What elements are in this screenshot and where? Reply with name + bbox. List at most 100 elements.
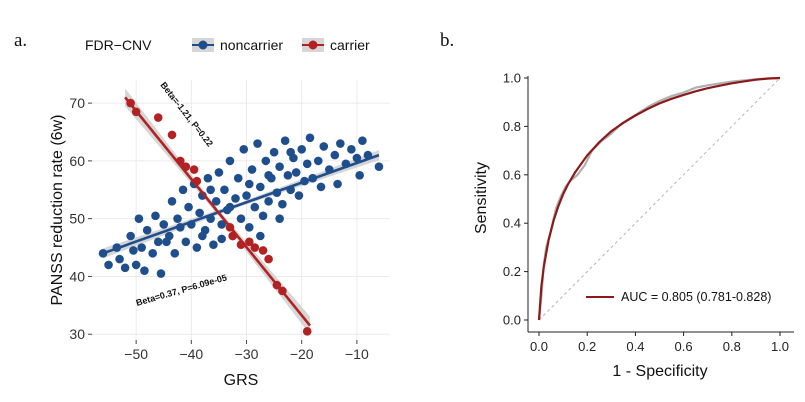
y-tick-label: 70 <box>69 95 85 111</box>
legend-b: AUC = 0.805 (0.781-0.828) <box>586 290 771 304</box>
noncarrier-point <box>244 179 254 189</box>
y-tick-label-b: 0.8 <box>503 119 521 134</box>
x-tick-label-b: 1.0 <box>771 339 789 354</box>
noncarrier-point <box>214 168 224 177</box>
noncarrier-point <box>278 199 287 209</box>
noncarrier-point <box>170 249 180 258</box>
noncarrier-point <box>126 231 135 241</box>
legend-a: FDR−CNV noncarrier carrier <box>85 37 370 53</box>
noncarrier-point <box>347 145 356 154</box>
noncarrier-point <box>129 246 138 255</box>
noncarrier-point <box>231 194 240 203</box>
x-tick-label-b: 0.8 <box>723 339 741 354</box>
x-tick-label-b: 0.2 <box>578 339 596 354</box>
noncarrier-point <box>217 220 226 229</box>
noncarrier-point <box>305 133 315 143</box>
carrier-regression-line <box>124 96 311 327</box>
noncarrier-point <box>294 191 304 200</box>
noncarrier-point <box>355 171 364 180</box>
y-tick-label-b: 0.6 <box>503 167 521 182</box>
noncarrier-point <box>253 139 262 148</box>
panel-label-b: b. <box>440 30 454 51</box>
x-tick-label: −50 <box>124 346 148 362</box>
noncarrier-point <box>261 156 271 166</box>
noncarrier-point <box>181 237 191 247</box>
noncarrier-point <box>275 162 284 171</box>
x-axis-title-b: 1 - Specificity <box>612 363 707 380</box>
noncarrier-point <box>162 237 171 247</box>
noncarrier-point <box>244 223 254 232</box>
noncarrier-regression-line <box>102 153 380 255</box>
noncarrier-point <box>333 179 342 189</box>
noncarrier-point <box>192 243 202 252</box>
noncarrier-point <box>178 185 188 195</box>
x-axis-title-a: GRS <box>224 372 259 389</box>
ticks-a: −50 −40 −30 −20 −10 30 40 50 60 70 <box>69 95 369 362</box>
y-tick-label: 40 <box>69 268 85 284</box>
noncarrier-point <box>283 171 293 180</box>
y-tick-label-b: 0.0 <box>503 313 521 328</box>
carrier-point <box>153 113 163 122</box>
carrier-point <box>264 254 273 264</box>
noncarrier-point <box>140 266 149 275</box>
noncarrier-point <box>131 260 141 270</box>
noncarrier-point <box>220 185 229 195</box>
legend-title: FDR−CNV <box>85 37 152 53</box>
noncarrier-point <box>209 240 218 249</box>
noncarrier-point <box>148 249 158 258</box>
x-tick-label: −40 <box>179 346 203 362</box>
noncarrier-point <box>352 153 362 163</box>
x-tick-label-b: 0.6 <box>675 339 693 354</box>
y-tick-label-b: 1.0 <box>503 71 521 86</box>
noncarrier-points <box>98 133 384 278</box>
noncarrier-point <box>137 243 146 252</box>
noncarrier-point <box>211 197 221 206</box>
x-tick-label: −20 <box>290 346 314 362</box>
x-tick-label: −30 <box>235 346 259 362</box>
noncarrier-point <box>142 225 152 235</box>
noncarrier-point <box>225 156 235 166</box>
y-tick-label: 30 <box>69 326 85 342</box>
x-tick-label: −10 <box>345 346 369 362</box>
noncarrier-point <box>198 231 207 241</box>
noncarrier-point <box>206 185 215 195</box>
ticks-b: 0.0 0.2 0.4 0.6 0.8 1.0 0.0 0.2 0.4 0.6 0.8 1.0 <box>503 71 789 355</box>
noncarrier-point <box>236 214 246 223</box>
carrier-point <box>258 246 268 255</box>
legend-noncarrier-marker <box>198 40 208 50</box>
noncarrier-point <box>233 173 243 183</box>
noncarrier-point <box>203 173 213 183</box>
noncarrier-point <box>313 156 323 166</box>
noncarrier-point <box>217 234 226 244</box>
noncarrier-point <box>358 136 367 145</box>
noncarrier-point <box>167 197 177 206</box>
noncarrier-point <box>159 220 169 229</box>
noncarrier-point <box>258 211 268 221</box>
chance-diagonal <box>538 77 781 321</box>
noncarrier-point <box>98 249 108 258</box>
carrier-point <box>250 243 260 252</box>
noncarrier-point <box>173 214 182 223</box>
noncarrier-point <box>269 147 279 157</box>
y-tick-label-b: 0.2 <box>503 264 521 279</box>
noncarrier-point <box>256 182 265 192</box>
noncarrier-point <box>239 145 249 154</box>
noncarrier-point <box>120 263 130 273</box>
y-axis-title-a: PANSS reduction rate (6w) <box>49 115 66 306</box>
noncarrier-point <box>264 197 273 206</box>
carrier-point <box>302 327 312 336</box>
noncarrier-point <box>256 231 265 241</box>
regression-lines-a <box>102 96 380 327</box>
noncarrier-point <box>319 142 329 151</box>
gridlines-a <box>92 80 390 340</box>
noncarrier-point <box>286 147 295 157</box>
noncarrier-point <box>156 269 166 278</box>
panel-a-scatter: a. FDR−CNV noncarrier carrier −50 −40 −30 −… <box>14 30 390 389</box>
noncarrier-point <box>316 182 326 192</box>
noncarrier-point <box>134 214 144 223</box>
y-axis-title-b: Sensitivity <box>473 162 490 234</box>
panel-label-a: a. <box>14 30 27 51</box>
y-tick-label-b: 0.4 <box>503 216 521 231</box>
noncarrier-point <box>336 139 345 148</box>
noncarrier-point <box>297 145 307 154</box>
